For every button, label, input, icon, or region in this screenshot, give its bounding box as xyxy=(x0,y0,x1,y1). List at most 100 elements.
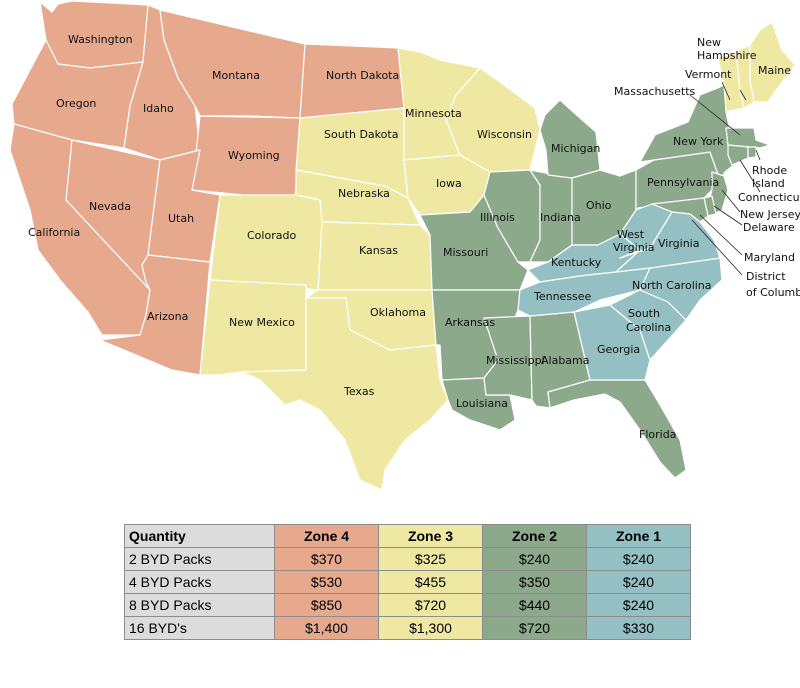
label-washington: Washington xyxy=(68,33,133,46)
cell-zone-2-price: $240 xyxy=(482,547,587,571)
label-south-dakota: South Dakota xyxy=(324,128,398,141)
table-row: 16 BYD's $1,400 $1,300 $720 $330 xyxy=(124,616,691,640)
state-maine xyxy=(749,21,796,103)
label-north-dakota: North Dakota xyxy=(326,69,399,82)
label-georgia: Georgia xyxy=(597,343,640,356)
label-iowa: Iowa xyxy=(436,177,462,190)
label-oregon: Oregon xyxy=(56,97,96,110)
label-vermont: Vermont xyxy=(685,68,732,81)
label-nebraska: Nebraska xyxy=(338,187,390,200)
header-zone-4: Zone 4 xyxy=(274,524,379,548)
header-zone-1: Zone 1 xyxy=(586,524,691,548)
label-west-virginia-2: Virginia xyxy=(613,241,654,254)
label-indiana: Indiana xyxy=(540,211,581,224)
label-ohio: Ohio xyxy=(586,199,612,212)
cell-zone-4-price: $370 xyxy=(274,547,379,571)
label-nevada: Nevada xyxy=(89,200,131,213)
label-rhode-island-2: Island xyxy=(752,177,785,190)
label-dc-2: of Columbia xyxy=(746,286,800,299)
label-missouri: Missouri xyxy=(443,246,488,259)
label-wisconsin: Wisconsin xyxy=(477,128,532,141)
label-maryland: Maryland xyxy=(744,251,795,264)
cell-zone-3-price: $325 xyxy=(378,547,483,571)
label-michigan: Michigan xyxy=(551,142,600,155)
label-new-hampshire-1: New xyxy=(697,36,721,49)
cell-zone-3-price: $1,300 xyxy=(378,616,483,640)
label-delaware: Delaware xyxy=(743,221,795,234)
state-missouri xyxy=(419,194,529,291)
state-labels: Washington Oregon California Idaho Nevad… xyxy=(28,33,800,441)
label-kentucky: Kentucky xyxy=(551,256,602,269)
header-zone-2: Zone 2 xyxy=(482,524,587,548)
state-connecticut xyxy=(727,144,749,166)
label-connecticut: Connecticut xyxy=(738,191,800,204)
cell-zone-1-price: $330 xyxy=(586,616,691,640)
cell-zone-2-price: $440 xyxy=(482,593,587,617)
label-wyoming: Wyoming xyxy=(228,149,280,162)
shipping-price-table: Quantity Zone 4 Zone 3 Zone 2 Zone 1 2 B… xyxy=(124,524,691,640)
label-west-virginia-1: West xyxy=(617,228,645,241)
label-utah: Utah xyxy=(168,212,194,225)
label-mississippi: Mississippi xyxy=(486,354,545,367)
label-minnesota: Minnesota xyxy=(405,107,462,120)
cell-zone-1-price: $240 xyxy=(586,570,691,594)
state-michigan xyxy=(539,99,601,179)
label-virginia: Virginia xyxy=(658,237,699,250)
cell-zone-4-price: $1,400 xyxy=(274,616,379,640)
label-arkansas: Arkansas xyxy=(445,316,495,329)
cell-quantity: 8 BYD Packs xyxy=(124,593,275,617)
state-texas xyxy=(241,297,449,491)
label-pennsylvania: Pennsylvania xyxy=(647,176,719,189)
cell-zone-3-price: $720 xyxy=(378,593,483,617)
label-texas: Texas xyxy=(343,385,375,398)
table-header-row: Quantity Zone 4 Zone 3 Zone 2 Zone 1 xyxy=(124,524,691,548)
header-quantity: Quantity xyxy=(124,524,275,548)
label-rhode-island-1: Rhode xyxy=(752,164,787,177)
label-arizona: Arizona xyxy=(147,310,188,323)
label-montana: Montana xyxy=(212,69,260,82)
cell-zone-1-price: $240 xyxy=(586,593,691,617)
cell-zone-2-price: $720 xyxy=(482,616,587,640)
label-new-york: New York xyxy=(673,135,724,148)
table-row: 8 BYD Packs $850 $720 $440 $240 xyxy=(124,593,691,617)
state-rhode-island xyxy=(747,146,757,159)
cell-zone-4-price: $850 xyxy=(274,593,379,617)
state-west-virginia xyxy=(619,203,673,259)
label-oklahoma: Oklahoma xyxy=(370,306,426,319)
label-new-mexico: New Mexico xyxy=(229,316,295,329)
label-massachusetts: Massachusetts xyxy=(614,85,696,98)
zone-4-region xyxy=(9,0,405,376)
label-tennessee: Tennessee xyxy=(533,290,592,303)
label-dc-1: District xyxy=(746,270,786,283)
state-arizona xyxy=(99,254,211,376)
cell-zone-3-price: $455 xyxy=(378,570,483,594)
table-row: 4 BYD Packs $530 $455 $350 $240 xyxy=(124,570,691,594)
header-zone-3: Zone 3 xyxy=(378,524,483,548)
cell-quantity: 2 BYD Packs xyxy=(124,547,275,571)
label-colorado: Colorado xyxy=(247,229,296,242)
label-louisiana: Louisiana xyxy=(456,397,508,410)
zone-1-region xyxy=(517,203,723,381)
label-idaho: Idaho xyxy=(143,102,174,115)
cell-zone-2-price: $350 xyxy=(482,570,587,594)
cell-zone-1-price: $240 xyxy=(586,547,691,571)
label-kansas: Kansas xyxy=(359,244,398,257)
label-south-carolina-2: Carolina xyxy=(626,321,671,334)
label-florida: Florida xyxy=(639,428,676,441)
label-california: California xyxy=(28,226,80,239)
us-zone-map: Washington Oregon California Idaho Nevad… xyxy=(9,0,800,491)
state-wisconsin xyxy=(445,67,541,173)
leader-lines xyxy=(689,81,761,276)
table-row: 2 BYD Packs $370 $325 $240 $240 xyxy=(124,547,691,571)
zone-2-region xyxy=(419,84,771,479)
label-south-carolina-1: South xyxy=(628,307,660,320)
state-florida xyxy=(547,379,687,479)
label-new-jersey: New Jersey xyxy=(740,208,800,221)
label-maine: Maine xyxy=(758,64,791,77)
label-alabama: Alabama xyxy=(541,354,590,367)
label-north-carolina: North Carolina xyxy=(632,279,712,292)
zone-3-region xyxy=(199,21,796,491)
label-illinois: Illinois xyxy=(480,211,515,224)
state-colorado xyxy=(209,194,323,291)
label-new-hampshire-2: Hampshire xyxy=(697,49,757,62)
